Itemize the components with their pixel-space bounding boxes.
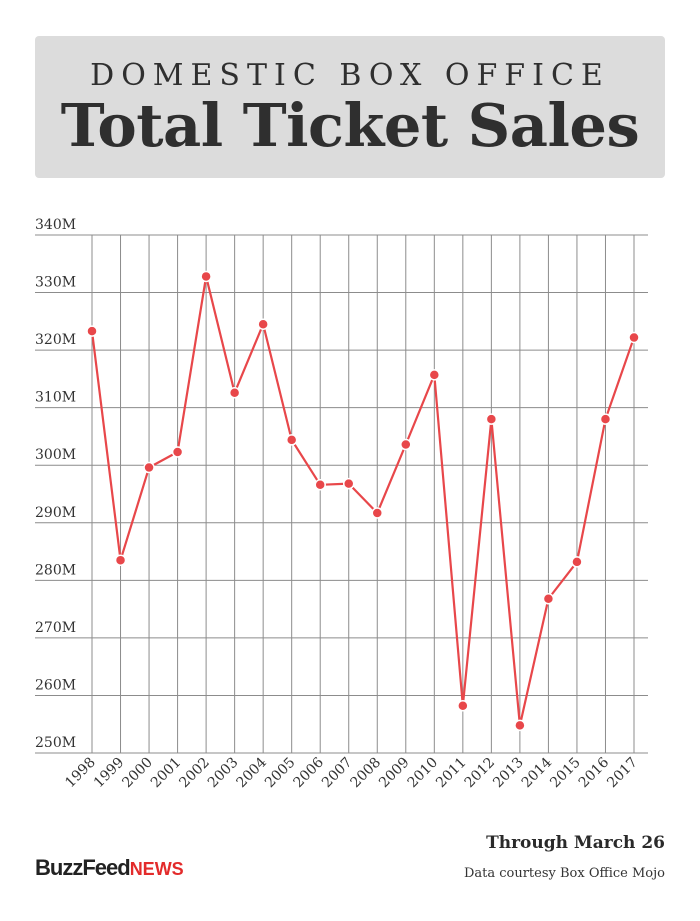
y-tick-label: 330M <box>35 275 76 291</box>
x-axis-ticks: 1998199920002001200220032004200520062007… <box>62 754 641 791</box>
data-point <box>371 507 384 519</box>
y-tick-label: 340M <box>35 217 76 233</box>
x-tick-label: 2005 <box>262 755 299 792</box>
data-point <box>628 331 640 344</box>
y-tick-label: 310M <box>35 390 76 406</box>
data-point <box>485 413 498 425</box>
grid-lines <box>35 234 648 754</box>
data-point <box>200 270 212 283</box>
x-tick-label: 2013 <box>490 755 527 792</box>
data-point <box>514 719 526 732</box>
series-points <box>86 270 640 732</box>
line-chart: 340M 330M 320M 310M 300M 290M 280M 270M 260M 250M… <box>35 217 648 791</box>
x-tick-label: 2002 <box>176 755 213 792</box>
logo-secondary: NEWS <box>129 859 184 879</box>
data-point <box>143 461 155 474</box>
data-point <box>314 479 326 491</box>
x-tick-label: 2010 <box>405 755 442 792</box>
x-tick-label: 2000 <box>119 755 156 792</box>
y-tick-label: 260M <box>35 677 76 693</box>
x-tick-label: 1999 <box>91 755 128 792</box>
data-point <box>571 556 583 568</box>
y-axis-ticks: 340M 330M 320M 310M 300M 290M 280M 270M 260M 250M <box>35 217 76 751</box>
y-tick-label: 250M <box>35 735 76 751</box>
data-point <box>86 325 98 337</box>
x-tick-label: 2009 <box>376 755 413 792</box>
chart-title: Total Ticket Sales <box>60 91 640 160</box>
data-point <box>400 438 412 451</box>
data-point <box>114 554 127 566</box>
x-tick-label: 2007 <box>319 755 356 792</box>
x-tick-label: 2008 <box>348 755 385 792</box>
x-tick-label: 2015 <box>547 755 584 792</box>
x-tick-label: 2014 <box>519 754 556 791</box>
series-line-path <box>90 275 636 727</box>
x-tick-label: 2004 <box>233 754 270 791</box>
x-tick-label: 2003 <box>205 755 242 792</box>
source-credit: Data courtesy Box Office Mojo <box>463 866 665 881</box>
y-tick-label: 280M <box>35 562 76 578</box>
x-tick-label: 2016 <box>576 754 613 791</box>
logo-primary: BuzzFeed <box>35 855 131 880</box>
data-point <box>285 434 298 446</box>
x-tick-label: 2006 <box>291 754 328 791</box>
data-point <box>428 369 441 381</box>
data-point <box>542 593 555 605</box>
data-point <box>342 477 355 490</box>
buzzfeed-news-logo: BuzzFeedNEWS <box>35 855 184 881</box>
x-tick-label: 1998 <box>62 755 99 792</box>
title-banner: DOMESTIC BOX OFFICE Total Ticket Sales <box>35 36 665 178</box>
series-line <box>90 275 636 727</box>
x-tick-label: 2011 <box>433 755 470 792</box>
x-tick-label: 2012 <box>462 755 499 792</box>
data-point <box>228 386 241 399</box>
x-tick-label: 2017 <box>604 755 641 792</box>
data-point <box>171 446 184 458</box>
x-tick-label: 2001 <box>148 755 185 792</box>
data-point <box>257 318 269 330</box>
data-point <box>457 700 469 712</box>
footer-note: Through March 26 <box>486 833 665 853</box>
y-tick-label: 320M <box>35 332 76 348</box>
data-point <box>599 413 612 425</box>
y-tick-label: 290M <box>35 505 76 521</box>
y-tick-label: 300M <box>35 447 76 463</box>
y-tick-label: 270M <box>35 620 76 636</box>
chart-kicker: DOMESTIC BOX OFFICE <box>90 58 610 93</box>
